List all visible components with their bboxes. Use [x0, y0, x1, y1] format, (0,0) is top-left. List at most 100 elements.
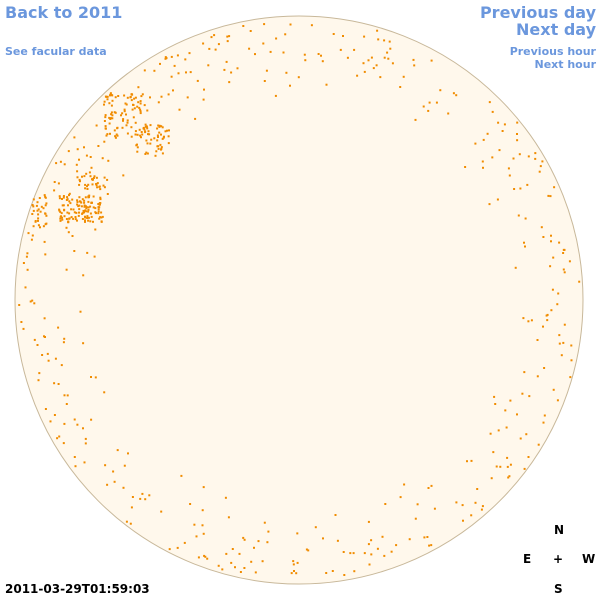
facula-dot — [93, 255, 96, 258]
facula-dot — [76, 219, 78, 222]
facula-dot — [88, 171, 91, 174]
facula-dot — [129, 522, 132, 525]
facula-dot — [144, 130, 147, 133]
facula-dot — [491, 156, 494, 159]
facula-dot — [121, 112, 124, 115]
facula-dot — [134, 96, 137, 99]
back-link[interactable]: Back to 2011 — [5, 3, 123, 22]
facula-dot — [34, 220, 37, 222]
facula-dot — [130, 99, 133, 102]
facula-dot — [149, 124, 152, 127]
facula-dot — [90, 215, 93, 218]
facula-dot — [147, 133, 149, 136]
facula-dot — [156, 145, 159, 148]
facula-dot — [370, 553, 373, 556]
facula-dot — [43, 194, 46, 197]
facula-dot — [78, 196, 81, 199]
facula-dot — [100, 211, 103, 214]
facula-dot — [208, 47, 211, 50]
facula-dot — [90, 166, 93, 169]
facula-dot — [556, 399, 559, 402]
facula-dot — [539, 165, 542, 168]
facula-dot — [376, 29, 379, 32]
facula-dot — [134, 121, 137, 124]
facula-dot — [234, 566, 236, 569]
facula-dot — [570, 359, 573, 362]
facula-dot — [87, 206, 90, 209]
previous-hour-link[interactable]: Previous hour — [509, 45, 596, 58]
facula-dot — [180, 474, 183, 477]
facula-dot — [127, 452, 129, 455]
facula-dot — [116, 127, 119, 130]
facula-dot — [68, 194, 70, 197]
compass-south: S — [554, 582, 563, 596]
facula-dot — [67, 231, 70, 234]
facula-dot — [160, 95, 163, 98]
facula-dot — [563, 271, 566, 274]
facula-dot — [84, 220, 86, 223]
facula-dot — [92, 195, 95, 198]
facula-dot — [489, 432, 492, 435]
facula-dot — [523, 371, 526, 374]
facula-dot — [167, 93, 170, 96]
facula-dot — [196, 79, 199, 82]
facula-dot — [33, 302, 36, 305]
facula-dot — [139, 108, 142, 111]
facula-dot — [140, 136, 142, 139]
facula-dot — [81, 175, 83, 178]
facula-dot — [46, 352, 49, 355]
facula-dot — [110, 111, 113, 114]
facula-dot — [372, 67, 375, 70]
facula-dot — [146, 152, 149, 155]
facula-dot — [143, 69, 146, 72]
facula-dot — [22, 327, 25, 330]
facula-dot — [490, 477, 493, 480]
facula-dot — [236, 67, 239, 70]
facula-dot — [238, 552, 241, 555]
next-hour-link[interactable]: Next hour — [534, 58, 597, 71]
facula-dot — [61, 204, 64, 207]
facula-dot — [37, 379, 40, 382]
facula-dot — [43, 335, 45, 338]
facula-dot — [131, 496, 134, 498]
facula-dot — [43, 240, 46, 243]
facula-dot — [76, 201, 79, 203]
facula-dot — [136, 105, 139, 108]
facula-dot — [202, 486, 205, 489]
facula-dot — [35, 204, 38, 207]
facula-dot — [39, 226, 41, 229]
facula-dot — [470, 514, 473, 517]
facula-dot — [540, 226, 543, 229]
facula-dot — [383, 39, 386, 42]
facula-dot — [134, 130, 137, 133]
facula-dot — [363, 70, 366, 73]
facula-dot — [167, 135, 170, 138]
facula-dot — [269, 50, 272, 53]
facula-dot — [285, 71, 288, 74]
facula-dot — [49, 420, 52, 423]
facula-dot — [514, 266, 517, 269]
facula-dot — [339, 48, 342, 51]
facula-dot — [74, 216, 77, 218]
facula-dot — [161, 137, 164, 140]
facula-dot — [172, 89, 174, 92]
facula-dot — [173, 64, 176, 67]
facula-dot — [114, 136, 117, 139]
facula-dot — [527, 155, 530, 158]
facula-dot — [474, 501, 477, 504]
facula-dot — [91, 183, 94, 186]
facula-dot — [552, 388, 555, 391]
facula-dot — [37, 224, 40, 227]
facula-dot — [534, 152, 537, 155]
previous-day-link[interactable]: Previous day — [479, 3, 596, 22]
facula-dot — [65, 218, 68, 220]
facular-link[interactable]: See facular data — [5, 45, 107, 58]
facula-dot — [87, 183, 90, 186]
facula-dot — [159, 62, 161, 65]
facula-dot — [254, 53, 256, 56]
facula-dot — [59, 217, 62, 220]
facula-dot — [100, 220, 103, 223]
facula-dot — [282, 51, 285, 54]
facula-dot — [480, 508, 483, 511]
next-day-link[interactable]: Next day — [516, 20, 596, 39]
